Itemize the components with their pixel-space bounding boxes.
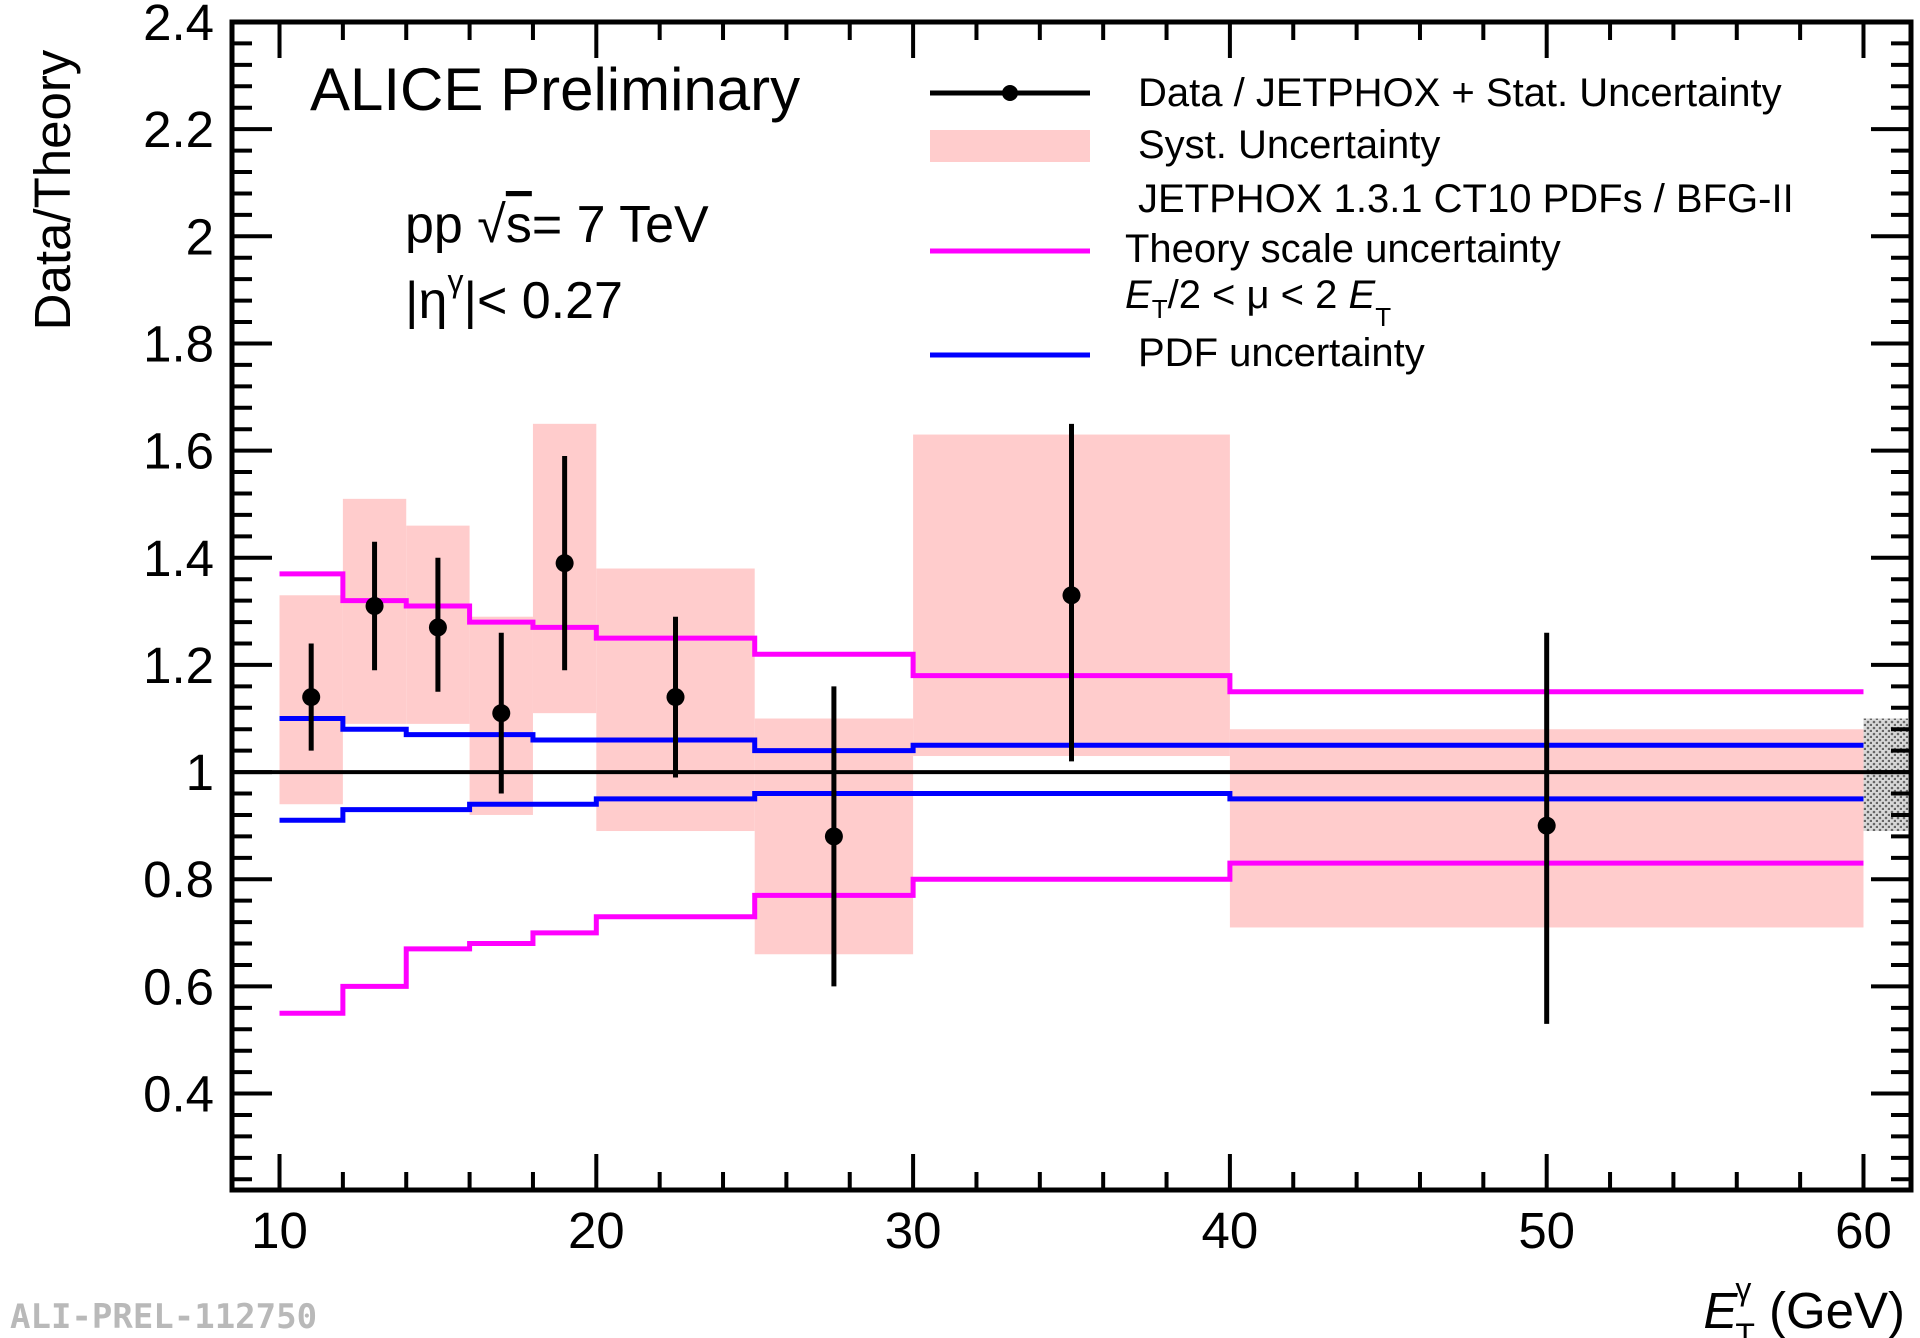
y-axis-title: Data/Theory <box>24 49 81 330</box>
legend-scale-range-mid: /2 < μ < 2 <box>1168 273 1349 317</box>
energy-label: pp √s= 7 TeV <box>405 196 709 254</box>
y-tick-label: 2 <box>186 208 214 265</box>
y-tick-label: 0.8 <box>143 851 214 908</box>
legend-scale-range-t2: T <box>1375 302 1391 332</box>
data-point <box>492 704 511 723</box>
preliminary-id: ALI-PREL-112750 <box>10 1297 317 1337</box>
legend-label-data: Data / JETPHOX + Stat. Uncertainty <box>1138 71 1782 115</box>
x-axis-unit: (GeV) <box>1769 1282 1905 1338</box>
y-tick-label: 2.4 <box>143 0 214 51</box>
y-tick-label: 1.2 <box>143 637 214 694</box>
legend-label-scale: Theory scale uncertainty <box>1125 227 1561 271</box>
y-tick-label: 0.4 <box>143 1066 214 1123</box>
normalization-band-box <box>1863 718 1908 832</box>
x-tick-label: 30 <box>885 1202 942 1259</box>
plot-area: 10 20 30 40 50 60 0.4 0.6 0.8 1 1.2 1.4 1.6 1.8 2 2.2 2… <box>143 0 1914 1259</box>
chart-title: ALICE Preliminary <box>310 56 800 123</box>
x-tick-label: 40 <box>1202 1202 1259 1259</box>
y-tick-label: 1.8 <box>143 315 214 372</box>
legend-scale-range-e2: E <box>1349 273 1377 317</box>
eta-label: |ηγ|< 0.27 <box>405 263 623 330</box>
legend-scale-range-e1: E <box>1125 273 1153 317</box>
x-axis-symbol-sup: γ <box>1735 1271 1751 1307</box>
scale-lower-line <box>279 860 1864 1016</box>
x-axis-symbol-sub: T <box>1735 1317 1755 1338</box>
legend-syst-swatch <box>930 130 1090 162</box>
data-point <box>1537 816 1556 835</box>
eta-label-sup: γ <box>447 263 463 299</box>
x-axis-symbol: E <box>1703 1282 1738 1338</box>
energy-label-s: s <box>506 196 532 254</box>
y-tick-label: 2.2 <box>143 101 214 158</box>
x-tick-label: 10 <box>251 1202 308 1259</box>
y-tick-labels: 0.4 0.6 0.8 1 1.2 1.4 1.6 1.8 2 2.2 2.4 <box>143 0 214 1123</box>
axis-ticks <box>232 20 1911 1190</box>
data-point <box>302 688 321 707</box>
y-tick-label: 1 <box>186 744 214 801</box>
data-point <box>824 827 843 846</box>
energy-label-post: = 7 TeV <box>532 196 709 254</box>
data-point <box>428 618 447 637</box>
legend-data-marker <box>1002 85 1018 101</box>
x-tick-label: 60 <box>1835 1202 1892 1259</box>
legend: Data / JETPHOX + Stat. Uncertainty Syst.… <box>930 71 1794 375</box>
x-tick-label: 50 <box>1518 1202 1575 1259</box>
legend-scale-range-t1: T <box>1152 294 1168 324</box>
legend-label-pdf: PDF uncertainty <box>1138 331 1425 375</box>
data-point <box>555 554 574 573</box>
y-tick-label: 0.6 <box>143 958 214 1015</box>
data-point <box>365 597 384 615</box>
x-tick-label: 20 <box>568 1202 625 1259</box>
x-tick-labels: 10 20 30 40 50 60 <box>251 1202 1892 1259</box>
pdf-uncertainty-lines <box>279 716 1864 823</box>
plot-frame <box>229 19 1914 1193</box>
eta-label-b: |< 0.27 <box>463 272 623 330</box>
data-points <box>302 423 1556 1024</box>
normalization-band <box>1863 718 1908 832</box>
y-tick-label: 1.4 <box>143 530 214 587</box>
legend-label-theory: JETPHOX 1.3.1 CT10 PDFs / BFG-II <box>1138 177 1794 221</box>
legend-scale-range: ET/2 < μ < 2 ET <box>1125 273 1391 332</box>
x-axis-title: Eγ T (GeV) <box>1703 1271 1905 1338</box>
data-point <box>666 688 685 707</box>
pdf-lower-line <box>279 791 1864 823</box>
legend-label-syst: Syst. Uncertainty <box>1138 123 1440 167</box>
data-point <box>1062 586 1081 605</box>
y-tick-label: 1.6 <box>143 423 214 480</box>
eta-label-a: |η <box>405 272 447 330</box>
pdf-upper-line <box>279 716 1864 754</box>
energy-label-pre: pp √ <box>405 196 506 254</box>
